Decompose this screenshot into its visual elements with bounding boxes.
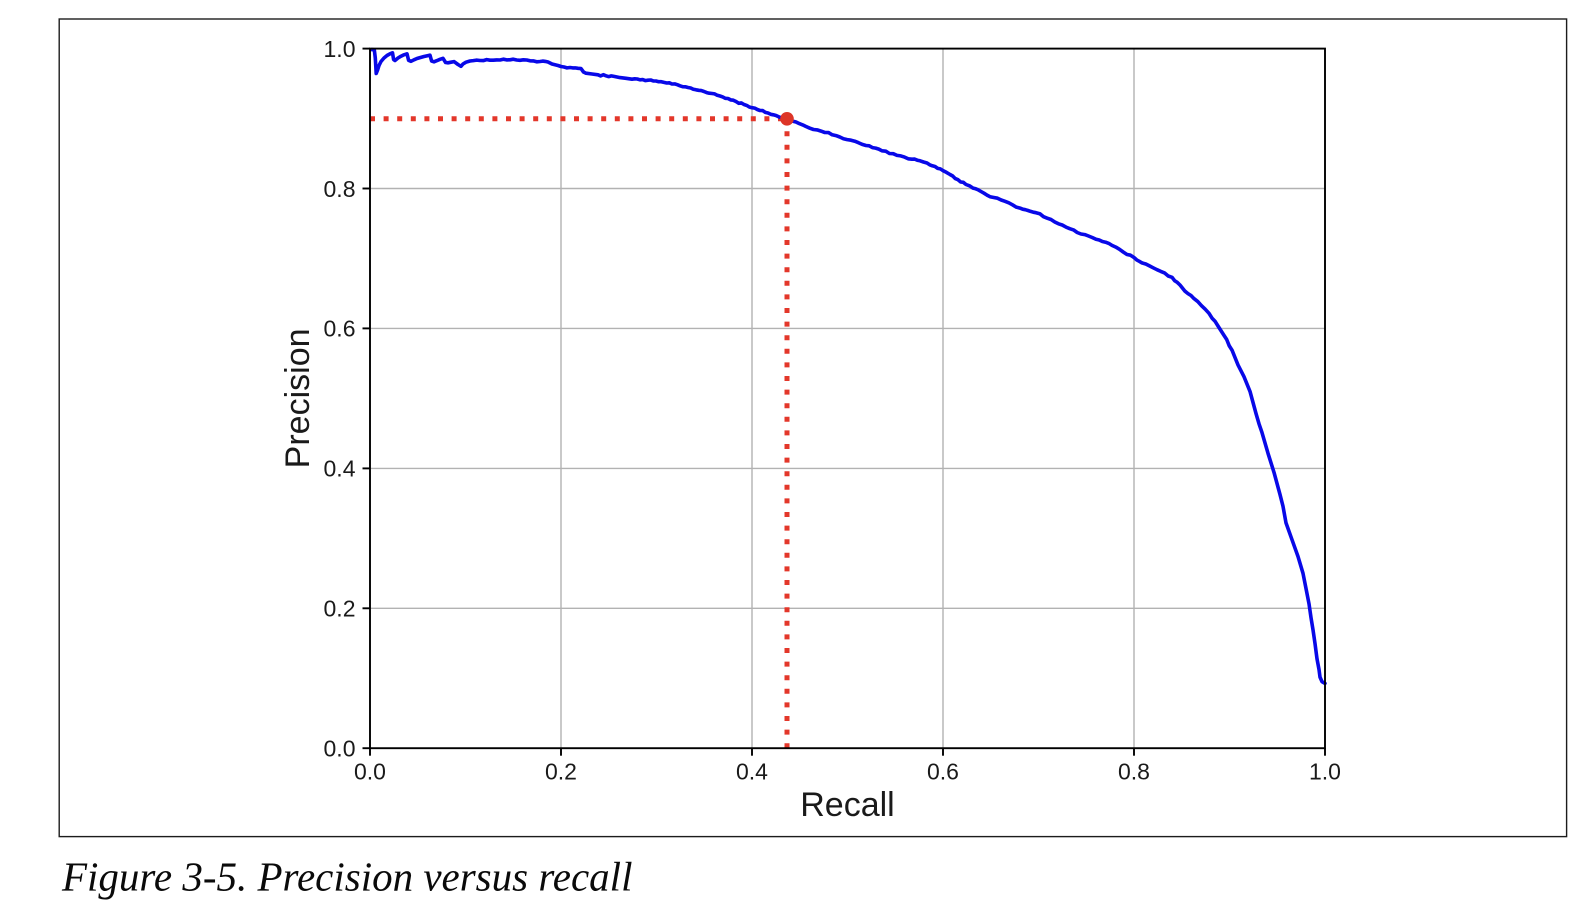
svg-text:1.0: 1.0	[1309, 759, 1341, 785]
svg-text:0.8: 0.8	[324, 176, 356, 202]
svg-text:1.0: 1.0	[324, 36, 356, 62]
svg-text:0.6: 0.6	[324, 316, 356, 342]
svg-text:0.8: 0.8	[1118, 759, 1150, 785]
svg-text:0.2: 0.2	[324, 596, 356, 622]
svg-text:0.0: 0.0	[324, 736, 356, 762]
svg-text:0.2: 0.2	[545, 759, 577, 785]
svg-text:0.4: 0.4	[324, 456, 356, 482]
svg-text:Recall: Recall	[800, 786, 894, 824]
svg-text:Precision: Precision	[279, 328, 317, 468]
svg-text:0.4: 0.4	[736, 759, 768, 785]
svg-text:0.6: 0.6	[927, 759, 959, 785]
svg-text:0.0: 0.0	[354, 759, 386, 785]
svg-text:Figure 3-5. Precision versus r: Figure 3-5. Precision versus recall	[61, 854, 632, 900]
